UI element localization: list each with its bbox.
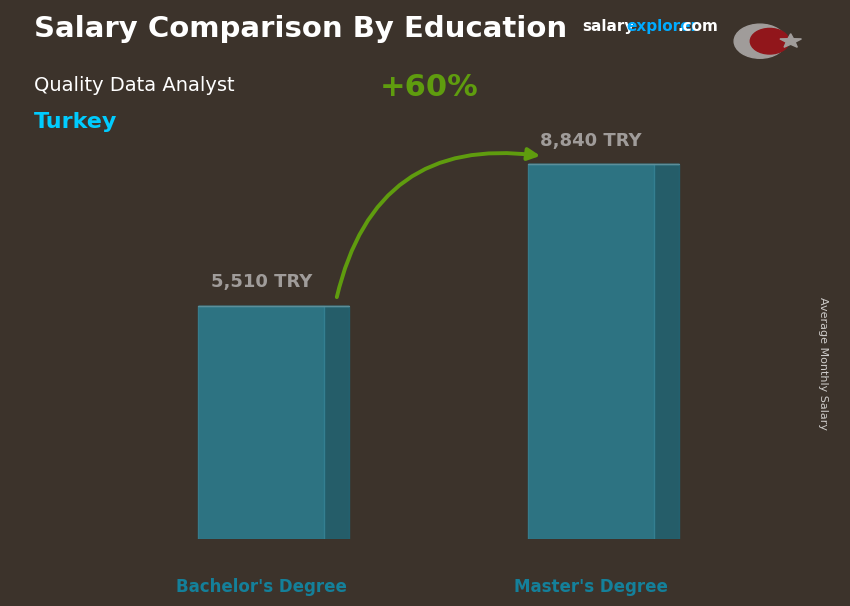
- Text: Salary Comparison By Education: Salary Comparison By Education: [34, 15, 567, 43]
- Text: Master's Degree: Master's Degree: [513, 578, 667, 596]
- Polygon shape: [528, 164, 654, 539]
- Text: Turkey: Turkey: [34, 112, 117, 132]
- Text: 5,510 TRY: 5,510 TRY: [211, 273, 312, 291]
- Text: Average Monthly Salary: Average Monthly Salary: [818, 297, 828, 430]
- Polygon shape: [324, 305, 349, 539]
- Text: Quality Data Analyst: Quality Data Analyst: [34, 76, 235, 95]
- Text: .com: .com: [677, 19, 718, 35]
- FancyArrowPatch shape: [337, 149, 536, 297]
- Polygon shape: [654, 164, 679, 539]
- Polygon shape: [780, 34, 802, 47]
- Polygon shape: [198, 305, 324, 539]
- Text: +60%: +60%: [379, 73, 479, 102]
- Circle shape: [734, 24, 785, 58]
- Circle shape: [751, 28, 789, 54]
- Text: 8,840 TRY: 8,840 TRY: [540, 132, 642, 150]
- Text: salary: salary: [582, 19, 635, 35]
- Text: Bachelor's Degree: Bachelor's Degree: [176, 578, 347, 596]
- Text: explorer: explorer: [626, 19, 699, 35]
